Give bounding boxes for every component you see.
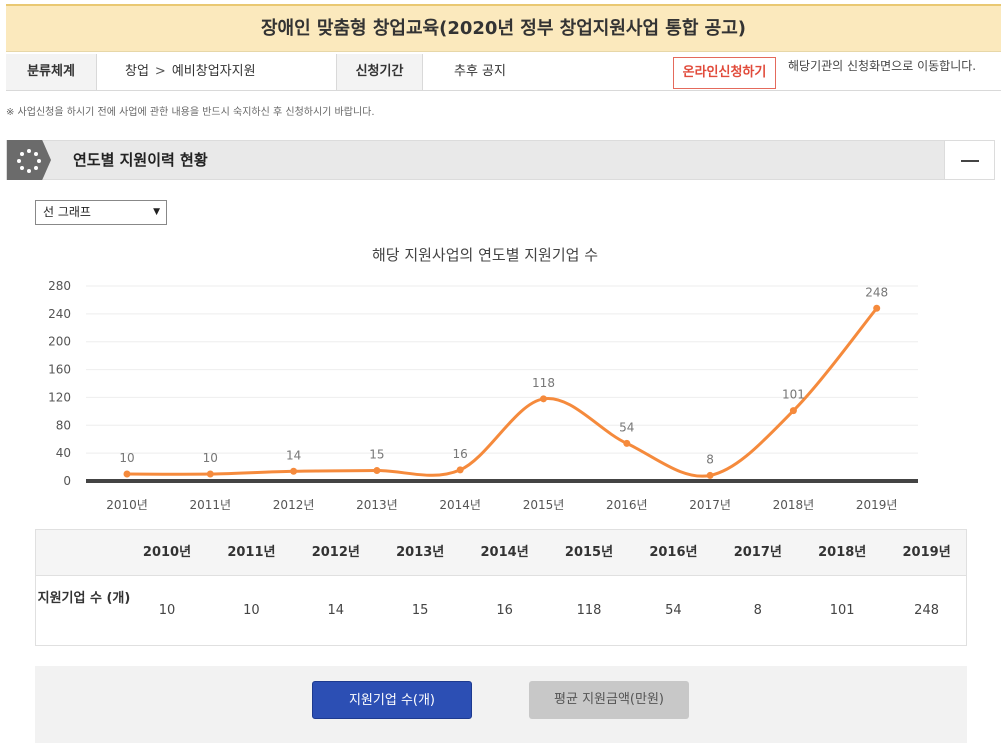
data-label: 8 [706, 452, 714, 466]
data-table: 2010년 2011년 2012년 2013년 2014년 2015년 2016년 2017년… [35, 529, 967, 646]
data-point [873, 304, 881, 312]
table-value-cell: 54 [665, 603, 682, 618]
tab-average-amount[interactable]: 평균 지원금액(만원) [529, 681, 689, 719]
data-label: 10 [203, 451, 218, 465]
data-label: 16 [453, 447, 468, 461]
data-point [706, 471, 714, 479]
category-label: 분류체계 [6, 54, 97, 90]
table-header-cell: 2015년 [564, 545, 614, 560]
data-point [123, 470, 131, 478]
notice-text: ※ 사업신청을 하시기 전에 사업에 관한 내용을 반드시 숙지하신 후 신청하… [6, 107, 375, 118]
table-header-cell: 2019년 [902, 545, 951, 560]
table-value-cell: 16 [496, 603, 513, 618]
line-chart: 0 40 80 120 160 200 240 280 2010년 2011년 2012년 2013년… [48, 279, 918, 512]
data-point [206, 470, 214, 478]
data-label: 118 [532, 376, 555, 390]
table-header-cell: 2011년 [227, 545, 276, 560]
x-tick-label: 2011년 [190, 498, 232, 512]
caret-down-icon: ▼ [153, 207, 160, 217]
x-tick-label: 2016년 [606, 498, 648, 512]
table-value-cell: 14 [327, 603, 345, 618]
y-tick-label: 280 [48, 279, 71, 293]
chart-type-value: 선 그래프 [43, 205, 91, 219]
period-label: 신청기간 [336, 54, 423, 90]
table-value-cell: 248 [914, 603, 939, 618]
table-value-cell: 10 [243, 603, 260, 618]
series-line [126, 307, 878, 478]
y-tick-label: 240 [48, 307, 71, 321]
minus-icon [961, 160, 979, 162]
data-label: 248 [865, 285, 888, 299]
table-value-cell: 118 [576, 603, 602, 618]
y-tick-label: 200 [48, 335, 71, 349]
data-point [540, 395, 547, 403]
table-header-cell: 2016년 [649, 545, 698, 560]
tab-company-count[interactable]: 지원기업 수(개) [312, 681, 472, 719]
table-header-cell: 2010년 [142, 545, 192, 560]
period-value: 추후 공지 [454, 64, 506, 79]
chevron-right-icon: > [154, 64, 166, 79]
data-point [290, 467, 298, 475]
table-row-label: 지원기업 수 (개) [37, 591, 131, 606]
data-label: 10 [119, 451, 134, 465]
table-value-cell: 8 [753, 603, 762, 618]
data-point [373, 467, 381, 475]
table-value-cell: 15 [411, 603, 429, 618]
y-tick-label: 40 [56, 446, 71, 460]
table-header-cell: 2017년 [733, 545, 782, 560]
data-point [456, 466, 464, 474]
table-value-cell: 101 [829, 603, 855, 618]
section-title: 연도별 지원이력 현황 [73, 151, 208, 169]
table-header-cell: 2013년 [396, 545, 445, 560]
data-label: 15 [369, 448, 384, 462]
chart-title: 해당 지원사업의 연도별 지원기업 수 [371, 246, 599, 264]
x-tick-label: 2013년 [356, 498, 398, 512]
data-point [623, 439, 631, 447]
table-header: 2010년 2011년 2012년 2013년 2014년 2015년 2016년 2017년… [36, 530, 966, 576]
category-breadcrumb: 창업 > 예비창업자지원 [125, 54, 256, 90]
online-apply-note: 해당기관의 신청화면으로 이동합니다. [788, 59, 977, 73]
table-header-cell: 2012년 [311, 545, 360, 560]
y-tick-label: 160 [48, 363, 71, 377]
category-level-1: 창업 [125, 64, 149, 79]
table-header-cell: 2014년 [480, 545, 529, 560]
x-tick-label: 2015년 [523, 498, 565, 512]
x-tick-label: 2012년 [273, 498, 315, 512]
data-label: 14 [286, 448, 301, 462]
x-tick-label: 2010년 [106, 498, 148, 512]
info-row: 분류체계 창업 > 예비창업자지원 신청기간 추후 공지 온라인신청하기 해당기관의… [6, 54, 1001, 91]
metric-tab-bar: 지원기업 수(개) 평균 지원금액(만원) [35, 666, 967, 743]
loading-dots-icon [17, 149, 41, 173]
y-tick-label: 80 [56, 418, 71, 432]
data-point [789, 407, 797, 415]
table-value-cell: 10 [158, 603, 176, 618]
page-title: 장애인 맞춤형 창업교육(2020년 정부 창업지원사업 통합 공고) [6, 4, 1001, 52]
x-tick-label: 2014년 [439, 498, 481, 512]
collapse-button[interactable] [944, 140, 994, 180]
data-label: 101 [782, 388, 805, 402]
section-header: 연도별 지원이력 현황 [6, 140, 995, 180]
chart-type-select[interactable]: 선 그래프 ▼ [35, 200, 167, 225]
table-header-cell: 2018년 [818, 545, 867, 560]
x-tick-label: 2019년 [856, 498, 898, 512]
x-tick-label: 2018년 [773, 498, 815, 512]
y-tick-label: 0 [63, 474, 71, 488]
x-tick-label: 2017년 [689, 498, 731, 512]
online-apply-button[interactable]: 온라인신청하기 [673, 57, 776, 89]
y-tick-label: 120 [48, 390, 71, 404]
section-icon-box [7, 140, 51, 180]
category-level-2: 예비창업자지원 [171, 64, 256, 79]
data-label: 54 [619, 420, 634, 434]
